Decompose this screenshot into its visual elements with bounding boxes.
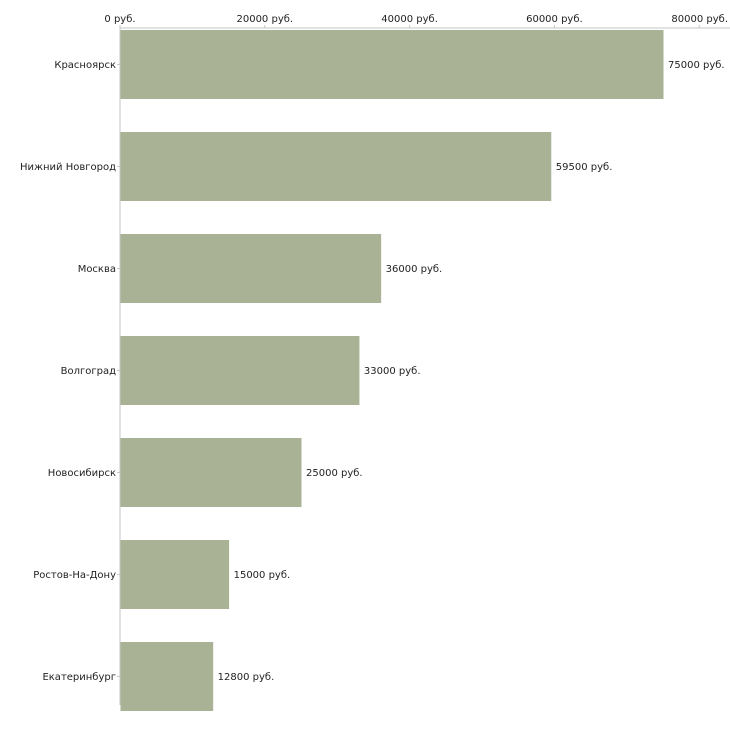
bar[interactable] — [120, 30, 664, 99]
x-tick-label: 20000 руб. — [236, 14, 293, 25]
value-label: 75000 руб. — [668, 60, 725, 71]
bar[interactable] — [120, 132, 552, 201]
category-label: Ростов-На-Дону — [33, 570, 116, 581]
bar[interactable] — [120, 234, 382, 303]
bars-layer — [120, 30, 664, 711]
value-label: 36000 руб. — [386, 264, 443, 275]
value-label: 33000 руб. — [364, 366, 421, 377]
x-tick-label: 0 руб. — [104, 14, 135, 25]
axis-layer: 0 руб. 20000 руб. 40000 руб. 60000 руб. 8000… — [104, 14, 730, 705]
category-label: Волгоград — [61, 366, 116, 377]
category-label: Новосибирск — [48, 468, 116, 479]
value-label: 15000 руб. — [234, 570, 291, 581]
category-label: Москва — [78, 264, 116, 275]
labels-layer: Красноярск 75000 руб. Нижний Новгород 59500… — [20, 60, 725, 683]
bar[interactable] — [120, 336, 360, 405]
x-tick-label: 60000 руб. — [526, 14, 583, 25]
bar[interactable] — [120, 642, 214, 711]
bar[interactable] — [120, 438, 302, 507]
category-label: Нижний Новгород — [20, 162, 116, 173]
x-tick-label: 80000 руб. — [671, 14, 728, 25]
category-label: Красноярск — [54, 60, 116, 71]
value-label: 12800 руб. — [218, 672, 275, 683]
value-label: 59500 руб. — [556, 162, 613, 173]
value-label: 25000 руб. — [306, 468, 363, 479]
x-tick-label: 40000 руб. — [381, 14, 438, 25]
category-label: Екатеринбург — [42, 672, 116, 683]
bar[interactable] — [120, 540, 230, 609]
